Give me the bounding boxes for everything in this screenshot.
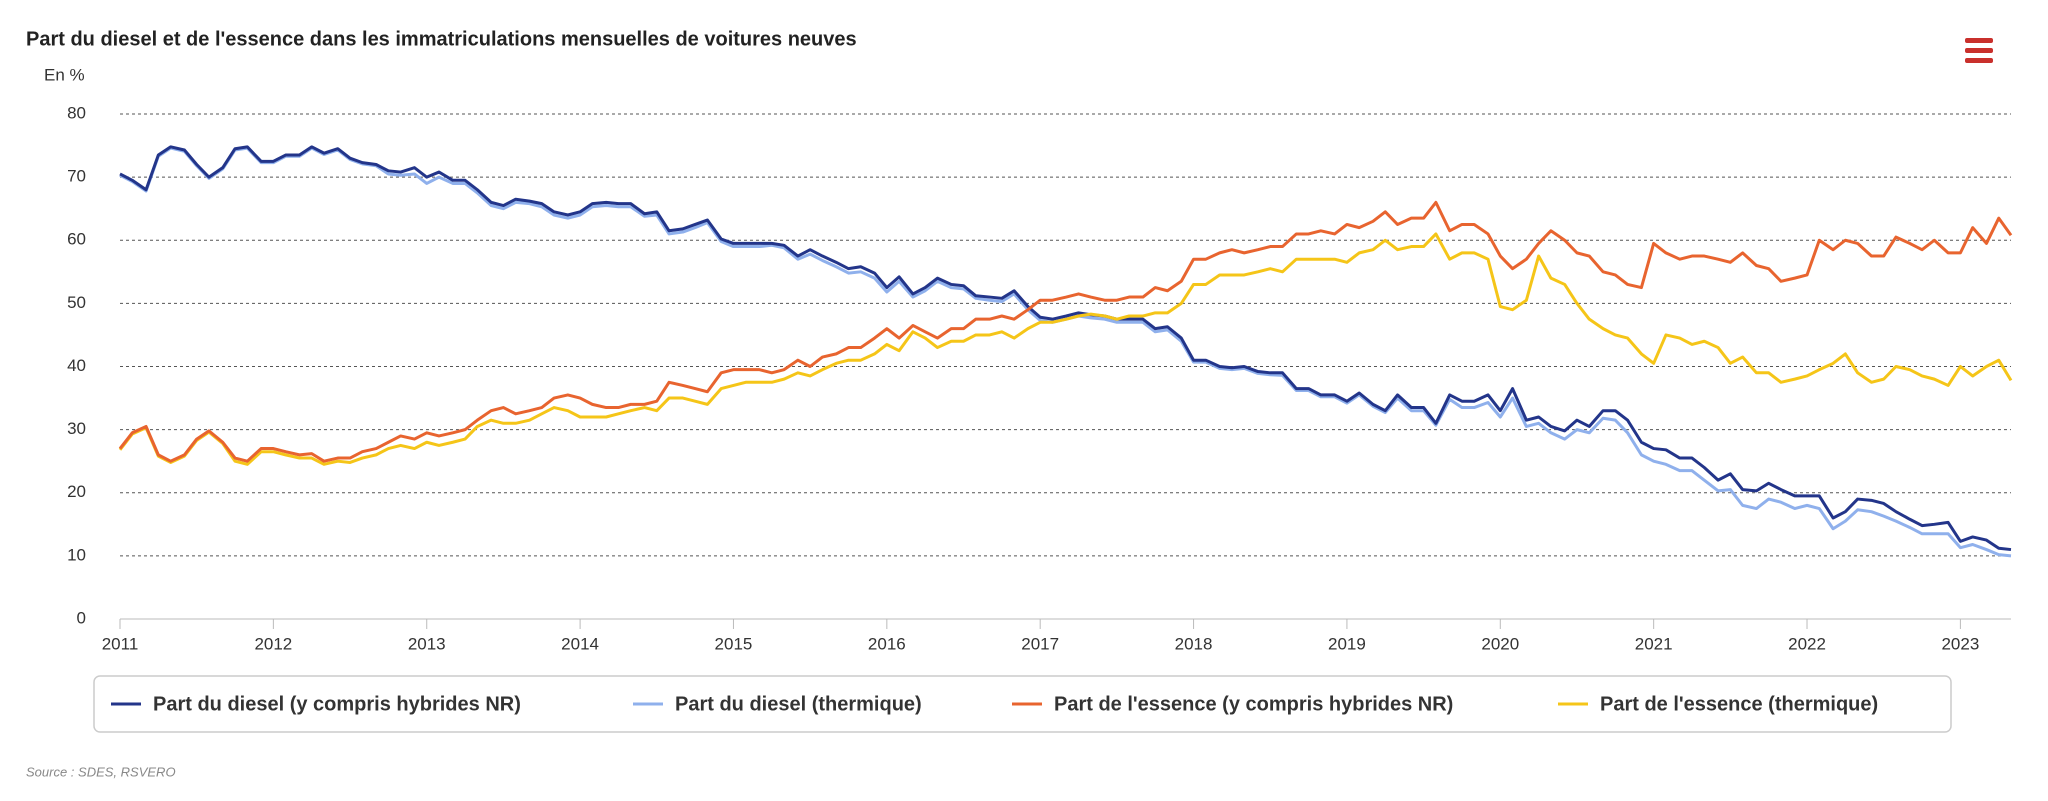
menu-bar[interactable] [1965,58,1993,63]
x-tick-label: 2017 [1021,634,1059,653]
legend-label: Part de l'essence (y compris hybrides NR… [1054,693,1453,715]
y-tick-label: 40 [67,356,86,375]
series-line [118,232,2013,466]
menu-bar[interactable] [1965,48,1993,53]
y-tick-label: 60 [67,230,86,249]
y-axis-label: En % [44,65,85,84]
x-tick-label: 2011 [102,634,139,653]
legend-label: Part du diesel (y compris hybrides NR) [153,693,521,715]
x-tick-label: 2012 [254,634,292,653]
x-tick-label: 2023 [1941,634,1979,653]
x-tick-label: 2013 [408,634,446,653]
series-line [119,145,2012,552]
y-tick-label: 0 [77,608,86,627]
menu-bar[interactable] [1965,38,1993,43]
x-tick-label: 2021 [1635,634,1673,653]
x-tick-label: 2014 [561,634,599,653]
y-tick-label: 70 [67,167,86,186]
series-line [119,146,2012,558]
menu-icon[interactable] [1965,38,1993,63]
y-tick-label: 50 [67,293,86,312]
source: Source : SDES, RSVERO [26,764,176,779]
y-tick-label: 30 [67,419,86,438]
chart-title: Part du diesel et de l'essence dans les … [26,28,857,50]
y-tick-label: 20 [67,482,86,501]
x-tick-label: 2020 [1481,634,1519,653]
legend-label: Part du diesel (thermique) [675,693,922,715]
x-tick-label: 2015 [715,634,753,653]
x-tick-label: 2018 [1175,634,1213,653]
series-line [118,200,2013,463]
x-tick-label: 2022 [1788,634,1826,653]
x-tick-label: 2019 [1328,634,1366,653]
y-tick-label: 10 [67,545,86,564]
x-tick-label: 2016 [868,634,906,653]
y-tick-label: 80 [67,103,86,122]
legend-label: Part de l'essence (thermique) [1600,693,1878,715]
